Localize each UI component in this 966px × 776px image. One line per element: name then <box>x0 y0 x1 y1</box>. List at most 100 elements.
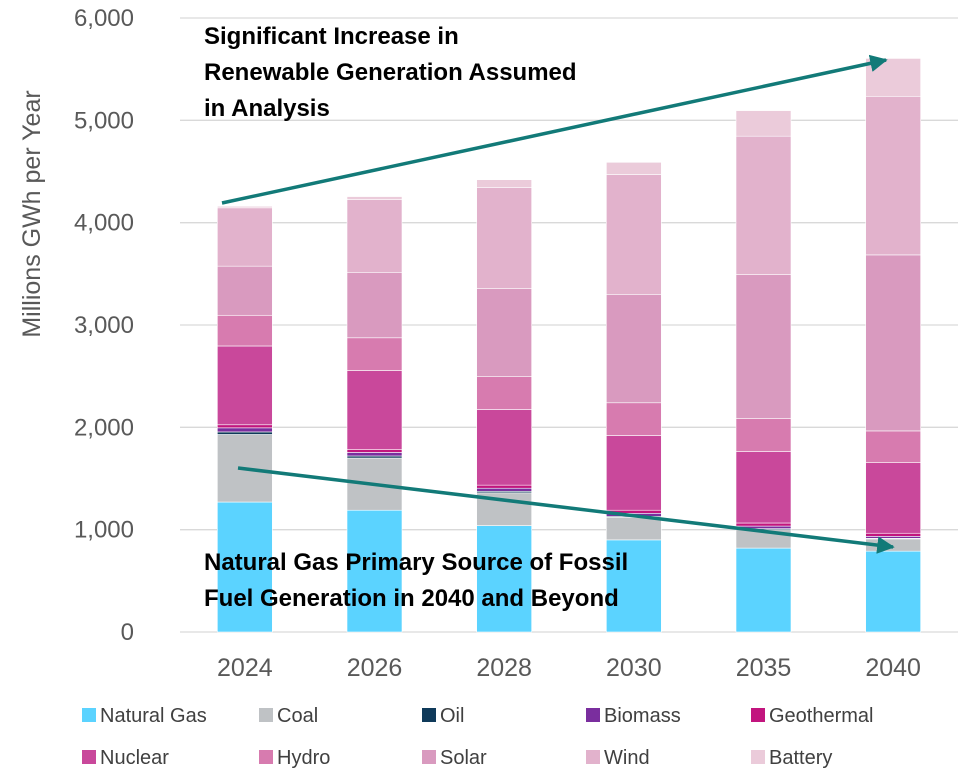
bar-2026-geothermal <box>346 449 403 453</box>
trend-arrows <box>221 54 895 554</box>
legend-item-geothermal: Geothermal <box>751 705 874 727</box>
bar-2028-natural-gas <box>476 525 532 633</box>
annotation-natural-gas-line-1: Natural Gas Primary Source of Fossil <box>204 549 628 576</box>
bar-2030-solar <box>606 293 662 404</box>
bar-2040-wind <box>865 95 921 256</box>
bar-2035-nuclear <box>735 451 792 524</box>
arrow-renewable-increase <box>221 54 888 205</box>
legend-swatch-geothermal <box>751 708 765 722</box>
legend-swatch-nuclear <box>82 750 96 764</box>
x-axis-ticks: 2024 2026 2028 2030 2035 2040 <box>217 654 921 682</box>
annotation-renewable-line-1: Significant Increase in <box>204 23 459 50</box>
legend-label-natural-gas: Natural Gas <box>100 705 207 727</box>
bar-2026-oil <box>346 455 403 459</box>
x-tick-label-2035: 2035 <box>736 654 792 682</box>
legend-item-biomass: Biomass <box>586 705 681 727</box>
legend-label-coal: Coal <box>277 705 318 727</box>
y-tick-label: 2,000 <box>74 414 134 441</box>
legend-label-oil: Oil <box>440 705 464 727</box>
x-tick-label-2030: 2030 <box>606 654 662 682</box>
bar-2030-natural-gas <box>606 539 662 633</box>
bars <box>217 58 921 633</box>
bar-2024-natural-gas <box>217 501 273 633</box>
bar-2024-solar <box>217 265 273 316</box>
bar-2040-biomass <box>865 536 921 539</box>
legend-item-solar: Solar <box>422 747 487 769</box>
bar-2024-nuclear <box>217 345 273 426</box>
bar-2024-geothermal <box>217 424 273 429</box>
bar-2040-natural-gas <box>865 550 921 633</box>
bar-2030-coal <box>606 517 662 541</box>
x-tick-label-2026: 2026 <box>347 654 403 682</box>
y-tick-label: 6,000 <box>74 5 134 32</box>
x-tick-label-2024: 2024 <box>217 654 273 682</box>
bar-2028-hydro <box>476 376 532 410</box>
bar-2028-battery <box>476 179 532 188</box>
y-tick-label: 1,000 <box>74 517 134 544</box>
bar-2024-oil <box>217 431 273 435</box>
legend-label-wind: Wind <box>604 747 650 769</box>
bar-2024-wind <box>217 207 273 267</box>
x-tick-label-2040: 2040 <box>865 654 921 682</box>
annotation-renewable-line-2: Renewable Generation Assumed <box>204 59 577 86</box>
annotation-natural-gas-line-2: Fuel Generation in 2040 and Beyond <box>204 585 619 612</box>
legend-swatch-battery <box>751 750 765 764</box>
legend-item-nuclear: Nuclear <box>82 747 169 769</box>
annotation-renewable-line-3: in Analysis <box>204 95 330 122</box>
legend-swatch-oil <box>422 708 436 722</box>
bar-2024-battery <box>217 205 273 209</box>
legend-label-solar: Solar <box>440 747 487 769</box>
bar-2026-solar <box>346 271 403 339</box>
bar-2024-biomass <box>217 427 273 433</box>
bar-2028-solar <box>476 288 532 377</box>
bar-2030-nuclear <box>606 435 662 511</box>
annotation-natural-gas: Natural Gas Primary Source of Fossil Fue… <box>204 549 635 612</box>
legend-item-hydro: Hydro <box>259 747 330 769</box>
bar-2026-nuclear <box>346 370 403 450</box>
legend-label-geothermal: Geothermal <box>769 705 874 727</box>
bar-2024-hydro <box>217 314 273 347</box>
legend-label-nuclear: Nuclear <box>100 747 169 769</box>
bar-2035-geothermal <box>735 522 792 527</box>
y-tick-label: 3,000 <box>74 312 134 339</box>
bar-2035-wind <box>735 135 792 275</box>
bar-2030-wind <box>606 174 662 295</box>
y-axis-ticks: 0 1,000 2,000 3,000 4,000 5,000 6,000 <box>74 5 134 646</box>
y-tick-label: 4,000 <box>74 210 134 237</box>
legend-label-biomass: Biomass <box>604 705 681 727</box>
bar-2028-wind <box>476 187 532 289</box>
legend-label-hydro: Hydro <box>277 747 330 769</box>
bar-2040-geothermal <box>865 532 921 537</box>
legend-item-coal: Coal <box>259 705 318 727</box>
arrow-fossil-decline <box>237 466 895 554</box>
legend-item-battery: Battery <box>751 747 832 769</box>
annotation-renewable: Significant Increase in Renewable Genera… <box>204 23 583 122</box>
bar-2030-battery <box>606 161 662 175</box>
legend-swatch-wind <box>586 750 600 764</box>
legend-swatch-hydro <box>259 750 273 764</box>
bar-2026-battery <box>346 196 403 200</box>
gridlines <box>180 17 958 633</box>
bar-2035-battery <box>735 110 792 137</box>
bar-2028-biomass <box>476 487 532 492</box>
bar-2040-nuclear <box>865 462 921 534</box>
bar-2035-hydro <box>735 418 792 452</box>
bar-2035-natural-gas <box>735 547 792 633</box>
bar-2026-wind <box>346 199 403 273</box>
bar-2035-solar <box>735 274 792 419</box>
bar-2026-hydro <box>346 337 403 371</box>
legend-swatch-coal <box>259 708 273 722</box>
bar-2040-solar <box>865 254 921 432</box>
bar-2026-biomass <box>346 452 403 457</box>
legend: Natural Gas Coal Oil Biomass Geothermal Nucle… <box>82 705 874 769</box>
legend-item-natural-gas: Natural Gas <box>82 705 207 727</box>
legend-item-oil: Oil <box>422 705 464 727</box>
legend-label-battery: Battery <box>769 747 832 769</box>
x-tick-label-2028: 2028 <box>476 654 532 682</box>
bar-2026-natural-gas <box>346 509 403 633</box>
legend-swatch-solar <box>422 750 436 764</box>
legend-swatch-biomass <box>586 708 600 722</box>
bar-2028-geothermal <box>476 484 532 489</box>
bar-2028-nuclear <box>476 409 532 486</box>
